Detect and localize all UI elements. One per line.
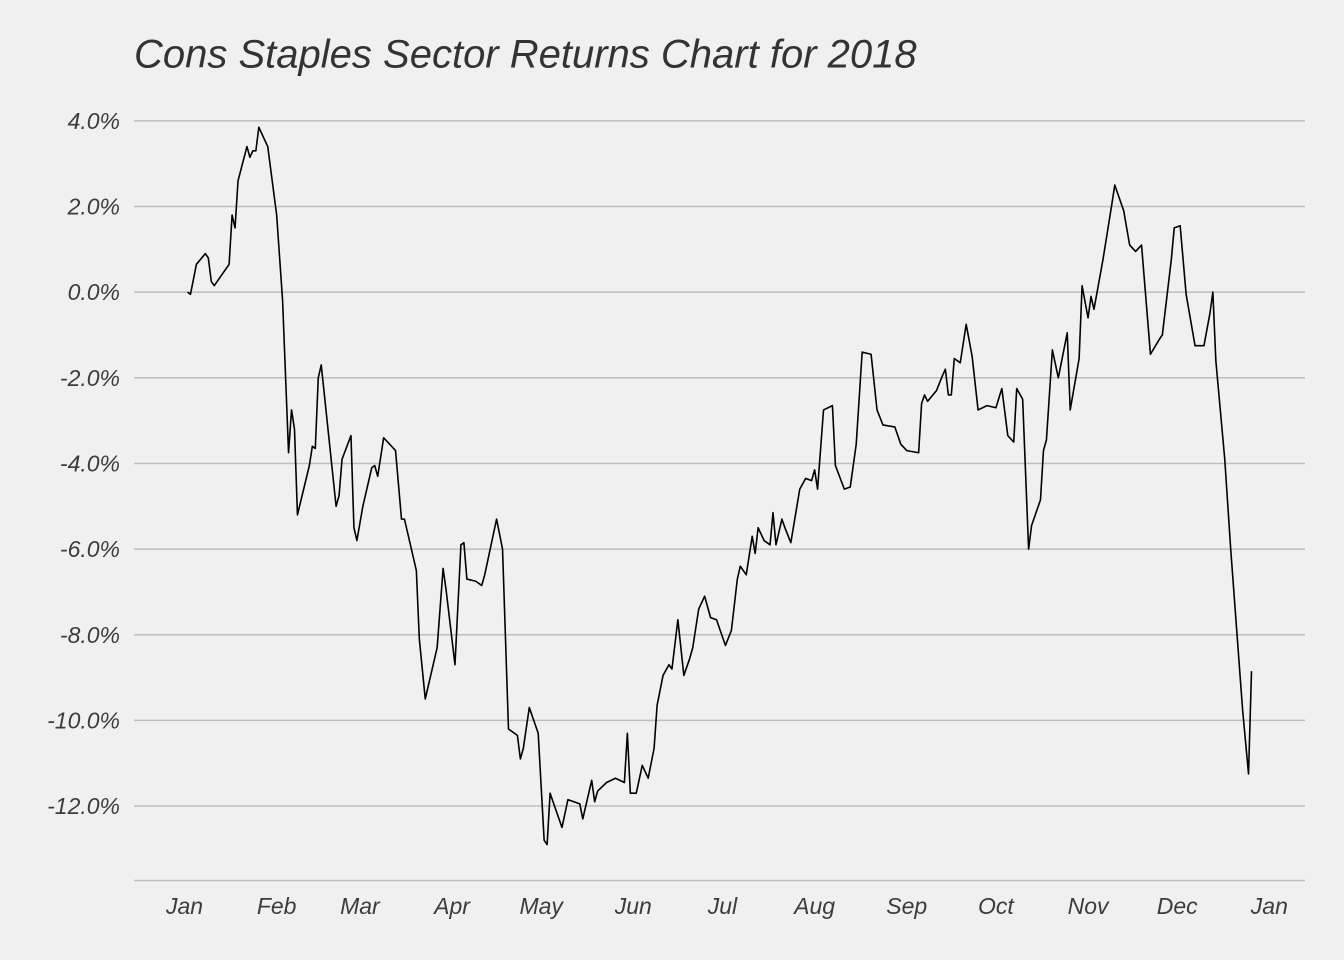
x-tick-label: May — [519, 893, 564, 919]
y-tick-label: 4.0% — [68, 108, 120, 134]
x-tick-label: Apr — [432, 893, 471, 919]
y-tick-label: -12.0% — [47, 793, 120, 819]
x-tick-label: Jun — [614, 893, 652, 919]
x-tick-label: Jan — [165, 893, 203, 919]
y-tick-label: -4.0% — [60, 451, 120, 477]
x-tick-label: Nov — [1068, 893, 1110, 919]
x-tick-label: Jan — [1250, 893, 1288, 919]
x-tick-label: Mar — [340, 893, 381, 919]
y-tick-label: -6.0% — [60, 536, 120, 562]
x-tick-label: Sep — [886, 893, 927, 919]
line — [187, 126, 1253, 846]
x-tick-label: Feb — [257, 893, 297, 919]
chart-title: Cons Staples Sector Returns Chart for 20… — [134, 33, 917, 77]
y-tick-label: 2.0% — [67, 194, 120, 220]
y-tick-label: -8.0% — [60, 622, 120, 648]
x-tick-label: Dec — [1157, 893, 1198, 919]
x-tick-label: Oct — [978, 893, 1015, 919]
x-tick-label: Aug — [792, 893, 835, 919]
y-tick-label: 0.0% — [68, 279, 120, 305]
x-tick-label: Jul — [707, 893, 738, 919]
y-tick-label: -10.0% — [47, 707, 120, 733]
y-tick-label: -2.0% — [60, 365, 120, 391]
